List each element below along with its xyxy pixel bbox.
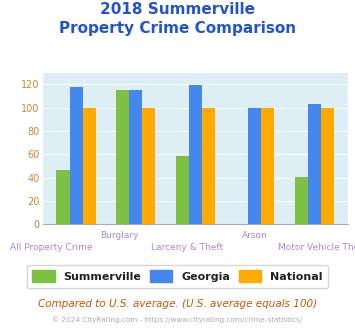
Text: All Property Crime: All Property Crime [10,243,92,251]
Bar [321,108,334,224]
Bar [248,108,261,224]
Bar [189,85,202,224]
Text: Arson: Arson [242,231,268,240]
Text: Larceny & Theft: Larceny & Theft [151,243,223,251]
Text: Burglary: Burglary [100,231,138,240]
Text: 2018 Summerville: 2018 Summerville [100,2,255,16]
Text: © 2024 CityRating.com - https://www.cityrating.com/crime-statistics/: © 2024 CityRating.com - https://www.city… [53,316,302,323]
Text: Compared to U.S. average. (U.S. average equals 100): Compared to U.S. average. (U.S. average … [38,299,317,309]
Bar [308,104,321,224]
Bar [295,177,308,224]
Bar [202,108,215,224]
Bar [83,108,96,224]
Text: Property Crime Comparison: Property Crime Comparison [59,21,296,36]
Bar [116,90,129,224]
Bar [129,90,142,224]
Bar [142,108,155,224]
Bar [176,155,189,224]
Bar [261,108,274,224]
Text: Motor Vehicle Theft: Motor Vehicle Theft [279,243,355,251]
Bar [70,86,83,224]
Legend: Summerville, Georgia, National: Summerville, Georgia, National [27,265,328,288]
Bar [56,170,70,224]
